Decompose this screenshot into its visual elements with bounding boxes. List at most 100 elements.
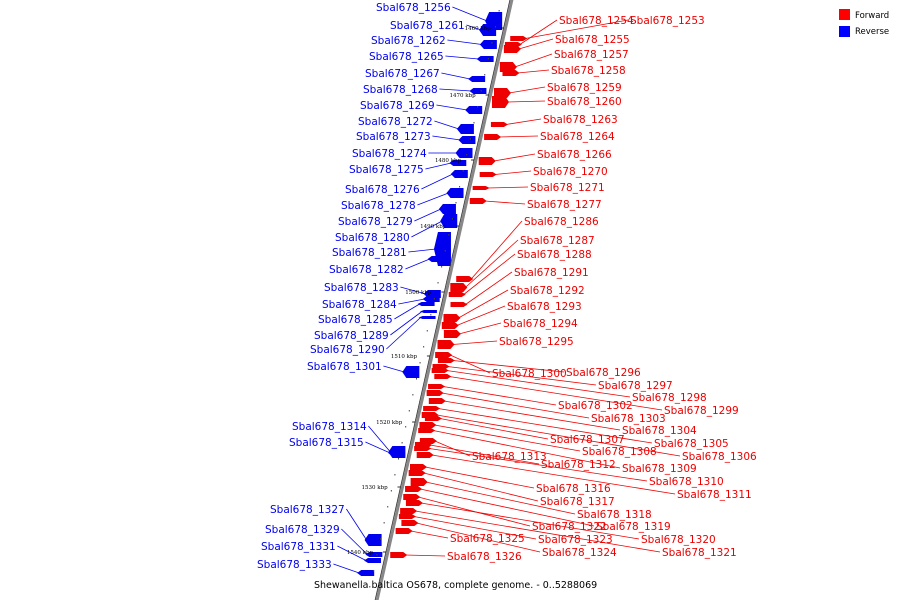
gene-label-Sbal678_1283[interactable]: Sbal678_1283 — [324, 282, 399, 294]
gene-Sbal678_1311[interactable] — [416, 452, 434, 458]
gene-label-Sbal678_1329[interactable]: Sbal678_1329 — [265, 524, 340, 536]
gene-label-Sbal678_1262[interactable]: Sbal678_1262 — [371, 35, 446, 47]
gene-label-Sbal678_1302[interactable]: Sbal678_1302 — [558, 400, 633, 412]
gene-Sbal678_1327[interactable] — [364, 534, 382, 546]
gene-label-Sbal678_1294[interactable]: Sbal678_1294 — [503, 318, 578, 330]
gene-label-Sbal678_1285[interactable]: Sbal678_1285 — [318, 314, 393, 326]
gene-label-Sbal678_1327[interactable]: Sbal678_1327 — [270, 504, 345, 516]
gene-label-Sbal678_1290[interactable]: Sbal678_1290 — [310, 344, 385, 356]
gene-Sbal678_1333[interactable] — [357, 570, 375, 576]
gene-Sbal678_1324[interactable] — [401, 520, 419, 526]
gene-Sbal678_1321[interactable] — [400, 508, 418, 514]
gene-Sbal678_1303[interactable] — [426, 390, 444, 396]
gene-label-Sbal678_1284[interactable]: Sbal678_1284 — [322, 299, 397, 311]
gene-label-Sbal678_1270[interactable]: Sbal678_1270 — [533, 166, 608, 178]
gene-Sbal678_1270[interactable] — [479, 172, 497, 177]
gene-Sbal678_1261[interactable] — [479, 24, 497, 36]
gene-label-Sbal678_1289[interactable]: Sbal678_1289 — [314, 330, 389, 342]
gene-label-Sbal678_1257[interactable]: Sbal678_1257 — [554, 49, 629, 61]
gene-label-Sbal678_1303[interactable]: Sbal678_1303 — [591, 413, 666, 425]
gene-Sbal678_1295[interactable] — [437, 340, 455, 349]
gene-label-Sbal678_1312[interactable]: Sbal678_1312 — [541, 459, 616, 471]
gene-label-Sbal678_1287[interactable]: Sbal678_1287 — [520, 235, 595, 247]
gene-Sbal678_1263[interactable] — [490, 122, 508, 127]
gene-Sbal678_1305[interactable] — [423, 406, 441, 411]
gene-label-Sbal678_1291[interactable]: Sbal678_1291 — [514, 267, 589, 279]
gene-label-Sbal678_1273[interactable]: Sbal678_1273 — [356, 131, 431, 143]
gene-label-Sbal678_1268[interactable]: Sbal678_1268 — [363, 84, 438, 96]
gene-label-Sbal678_1266[interactable]: Sbal678_1266 — [537, 149, 612, 161]
gene-label-Sbal678_1255[interactable]: Sbal678_1255 — [555, 34, 630, 46]
gene-Sbal678_1296[interactable] — [437, 358, 455, 363]
gene-label-Sbal678_1321[interactable]: Sbal678_1321 — [662, 547, 737, 559]
gene-Sbal678_1258[interactable] — [502, 70, 520, 76]
gene-label-Sbal678_1304[interactable]: Sbal678_1304 — [622, 425, 697, 437]
gene-label-Sbal678_1279[interactable]: Sbal678_1279 — [338, 216, 413, 228]
gene-label-Sbal678_1333[interactable]: Sbal678_1333 — [257, 559, 332, 571]
gene-label-Sbal678_1282[interactable]: Sbal678_1282 — [329, 264, 404, 276]
gene-label-Sbal678_1326[interactable]: Sbal678_1326 — [447, 551, 522, 563]
gene-label-Sbal678_1325[interactable]: Sbal678_1325 — [450, 533, 525, 545]
gene-Sbal678_1326[interactable] — [390, 552, 408, 558]
gene-Sbal678_1268[interactable] — [469, 88, 487, 94]
gene-label-Sbal678_1260[interactable]: Sbal678_1260 — [547, 96, 622, 108]
gene-Sbal678_1279[interactable] — [438, 204, 456, 214]
gene-label-Sbal678_1324[interactable]: Sbal678_1324 — [542, 547, 617, 559]
gene-label-Sbal678_1293[interactable]: Sbal678_1293 — [507, 301, 582, 313]
gene-label-Sbal678_1269[interactable]: Sbal678_1269 — [360, 100, 435, 112]
gene-label-Sbal678_1258[interactable]: Sbal678_1258 — [551, 65, 626, 77]
gene-Sbal678_1275[interactable] — [449, 160, 467, 166]
gene-Sbal678_1315[interactable] — [388, 450, 406, 456]
gene-label-Sbal678_1253[interactable]: Sbal678_1253 — [630, 15, 705, 27]
gene-label-Sbal678_1265[interactable]: Sbal678_1265 — [369, 51, 444, 63]
gene-Sbal678_1291[interactable] — [450, 302, 468, 307]
gene-label-Sbal678_1306[interactable]: Sbal678_1306 — [682, 451, 757, 463]
gene-label-Sbal678_1307[interactable]: Sbal678_1307 — [550, 434, 625, 446]
gene-Sbal678_1269[interactable] — [465, 106, 483, 114]
gene-Sbal678_1267[interactable] — [468, 76, 486, 82]
gene-label-Sbal678_1274[interactable]: Sbal678_1274 — [352, 148, 427, 160]
gene-Sbal678_1272[interactable] — [456, 124, 474, 134]
gene-label-Sbal678_1264[interactable]: Sbal678_1264 — [540, 131, 615, 143]
gene-Sbal678_1293[interactable] — [441, 322, 459, 329]
gene-Sbal678_1276[interactable] — [450, 170, 468, 178]
gene-label-Sbal678_1276[interactable]: Sbal678_1276 — [345, 184, 420, 196]
gene-label-Sbal678_1254[interactable]: Sbal678_1254 — [559, 15, 634, 27]
gene-Sbal678_1255[interactable] — [503, 45, 521, 53]
gene-label-Sbal678_1322[interactable]: Sbal678_1322 — [532, 521, 607, 533]
gene-label-Sbal678_1296[interactable]: Sbal678_1296 — [566, 367, 641, 379]
gene-Sbal678_1262[interactable] — [479, 40, 497, 49]
gene-Sbal678_1325[interactable] — [395, 528, 413, 534]
gene-label-Sbal678_1317[interactable]: Sbal678_1317 — [540, 496, 615, 508]
gene-label-Sbal678_1256[interactable]: Sbal678_1256 — [376, 2, 451, 14]
gene-Sbal678_1307[interactable] — [424, 416, 442, 421]
gene-Sbal678_1297[interactable] — [432, 364, 450, 369]
gene-Sbal678_1260[interactable] — [491, 96, 509, 108]
gene-Sbal678_1300[interactable] — [435, 352, 453, 358]
gene-Sbal678_1274[interactable] — [455, 148, 473, 158]
gene-Sbal678_1331[interactable] — [363, 558, 381, 563]
gene-Sbal678_1280[interactable] — [440, 214, 458, 228]
gene-label-Sbal678_1314[interactable]: Sbal678_1314 — [292, 421, 367, 433]
gene-Sbal678_1286[interactable] — [456, 276, 474, 282]
gene-Sbal678_1308[interactable] — [419, 422, 437, 428]
gene-label-Sbal678_1272[interactable]: Sbal678_1272 — [358, 116, 433, 128]
gene-Sbal678_1289[interactable] — [419, 310, 437, 313]
gene-label-Sbal678_1301[interactable]: Sbal678_1301 — [307, 361, 382, 373]
gene-Sbal678_1310[interactable] — [414, 446, 432, 451]
gene-Sbal678_1285[interactable] — [417, 302, 435, 306]
gene-label-Sbal678_1261[interactable]: Sbal678_1261 — [390, 20, 465, 32]
gene-Sbal678_1323[interactable] — [398, 514, 416, 519]
gene-label-Sbal678_1308[interactable]: Sbal678_1308 — [582, 446, 657, 458]
gene-Sbal678_1278[interactable] — [446, 188, 464, 198]
gene-label-Sbal678_1292[interactable]: Sbal678_1292 — [510, 285, 585, 297]
gene-Sbal678_1259[interactable] — [493, 88, 511, 98]
gene-Sbal678_1277[interactable] — [469, 198, 487, 204]
gene-label-Sbal678_1280[interactable]: Sbal678_1280 — [335, 232, 410, 244]
gene-Sbal678_1322[interactable] — [403, 494, 421, 500]
gene-Sbal678_1316[interactable] — [409, 464, 427, 470]
gene-Sbal678_1284[interactable] — [422, 296, 440, 302]
gene-label-Sbal678_1305[interactable]: Sbal678_1305 — [654, 438, 729, 450]
gene-label-Sbal678_1299[interactable]: Sbal678_1299 — [664, 405, 739, 417]
gene-label-Sbal678_1320[interactable]: Sbal678_1320 — [641, 534, 716, 546]
